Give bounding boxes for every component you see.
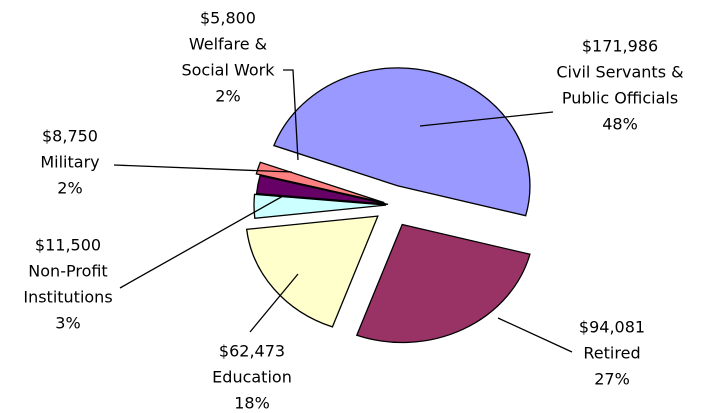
- pie: [245, 67, 531, 344]
- pie-slice: [253, 193, 387, 220]
- slice-percent: 2%: [57, 179, 82, 198]
- slice-label: Public Officials: [562, 89, 678, 108]
- leader-line: [119, 195, 284, 289]
- slice-value: $171,986: [582, 37, 658, 56]
- slice-label: Non-Profit: [28, 262, 107, 281]
- slice-label: Education: [212, 368, 292, 387]
- slice-label: Civil Servants &: [556, 63, 683, 82]
- slice-value: $62,473: [219, 342, 285, 361]
- pie-slice: [355, 223, 531, 344]
- slice-value: $8,750: [42, 127, 98, 146]
- slice-percent: 2%: [215, 87, 240, 106]
- slice-value: $11,500: [35, 236, 101, 255]
- slice-percent: 48%: [602, 115, 638, 134]
- slice-label: Welfare &: [189, 35, 267, 54]
- slice-label: Social Work: [181, 61, 275, 80]
- pie-slice: [255, 174, 389, 205]
- leader-line: [249, 273, 299, 333]
- slice-value: $5,800: [200, 9, 256, 28]
- leader-line: [419, 111, 554, 127]
- slice-percent: 18%: [234, 394, 270, 413]
- slice-label: Retired: [583, 344, 640, 363]
- slice-percent: 3%: [55, 314, 80, 333]
- slice-value: $94,081: [579, 318, 645, 337]
- slice-percent: 27%: [594, 370, 630, 389]
- leader-line: [283, 69, 299, 161]
- leader-line: [113, 164, 293, 173]
- slice-label: Military: [40, 153, 99, 172]
- leader-line: [497, 317, 573, 353]
- pie-slice: [273, 67, 531, 217]
- pie-slice: [245, 215, 379, 328]
- slice-label: Institutions: [23, 288, 112, 307]
